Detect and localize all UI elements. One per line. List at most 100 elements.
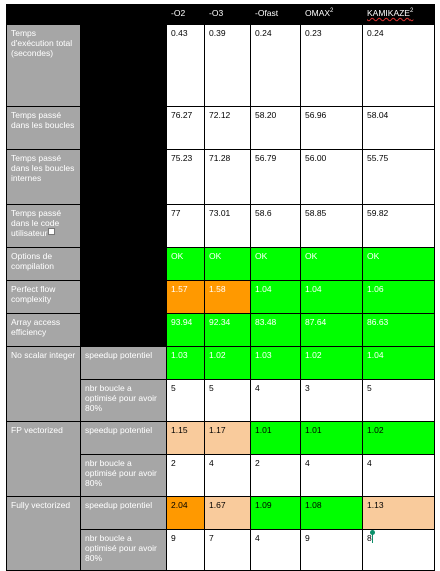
table-cell[interactable]: 76.27 (166, 106, 205, 150)
comment-marker-icon[interactable] (48, 228, 56, 235)
group-label-no-scalar-integer[interactable]: No scalar integer (6, 346, 81, 422)
table-cell[interactable]: 58.04 (362, 106, 435, 150)
sub-label-speedup[interactable]: speedup potentiel (80, 421, 167, 455)
row-label-flow-complexity[interactable]: Perfect flow complexity (6, 280, 81, 314)
table-cell[interactable]: 1.04 (362, 346, 435, 380)
table-cell[interactable]: 1.01 (250, 421, 301, 455)
table-cell[interactable]: 58.20 (250, 106, 301, 150)
row-compile-options: Options de compilation OK OK OK OK OK (6, 247, 435, 281)
table-cell[interactable]: 8 (362, 529, 435, 571)
table-cell[interactable]: 75.23 (166, 149, 205, 205)
row-label-user-code-time[interactable]: Temps passé dans le code utilisateur (6, 204, 81, 248)
table-cell[interactable]: OK (166, 247, 205, 281)
table-cell[interactable]: 4 (362, 454, 435, 497)
table-cell[interactable]: 1.13 (362, 496, 435, 530)
table-cell[interactable]: 3 (300, 379, 363, 422)
table-cell[interactable]: 1.58 (204, 280, 251, 314)
sub-label-loops[interactable]: nbr boucle a optimisé pour avoir 80% (80, 529, 167, 571)
table-cell[interactable]: OK (204, 247, 251, 281)
table-cell[interactable]: 2.04 (166, 496, 205, 530)
table-cell[interactable]: 4 (250, 379, 301, 422)
table-cell[interactable]: OK (362, 247, 435, 281)
table-cell[interactable]: 2 (250, 454, 301, 497)
row-fp-vectorized-loops: nbr boucle a optimisé pour avoir 80% 2 4… (7, 454, 435, 497)
table-cell[interactable]: 1.02 (362, 421, 435, 455)
table-cell[interactable]: 58.85 (300, 204, 363, 248)
col-header-kamikaze[interactable]: KAMIKAZE2 (362, 4, 435, 25)
table-cell[interactable]: OK (300, 247, 363, 281)
table-cell[interactable]: 1.04 (250, 280, 301, 314)
row-label-array-efficiency[interactable]: Array access efficiency (6, 313, 81, 347)
sub-label-speedup[interactable]: speedup potentiel (80, 346, 167, 380)
sub-label-loops[interactable]: nbr boucle a optimisé pour avoir 80% (80, 379, 167, 422)
table-cell[interactable]: 1.09 (250, 496, 301, 530)
table-cell[interactable]: 55.75 (362, 149, 435, 205)
table-cell-value: 8 (367, 533, 372, 543)
table-cell[interactable]: 5 (204, 379, 251, 422)
table-cell[interactable]: 56.96 (300, 106, 363, 150)
table-cell[interactable]: 1.02 (300, 346, 363, 380)
table-cell[interactable]: 72.12 (204, 106, 251, 150)
table-cell[interactable]: 1.15 (166, 421, 205, 455)
row-fully-vectorized-speedup: Fully vectorized speedup potentiel 2.04 … (6, 496, 435, 571)
table-cell[interactable]: 58.6 (250, 204, 301, 248)
results-table: -O2 -O3 -Ofast OMAX2 KAMIKAZE2 Temps d'e… (6, 4, 435, 571)
table-cell[interactable]: 2 (166, 454, 205, 497)
col-header-ofast[interactable]: -Ofast (250, 4, 301, 25)
table-cell[interactable]: 0.24 (250, 24, 301, 107)
table-cell[interactable]: 0.43 (166, 24, 205, 107)
col-header-omax-sup: 2 (330, 8, 334, 15)
table-cell[interactable]: 1.04 (300, 280, 363, 314)
table-cell[interactable]: 1.17 (204, 421, 251, 455)
table-cell[interactable]: 93.94 (166, 313, 205, 347)
row-array-efficiency: Array access efficiency 93.94 92.34 83.4… (6, 313, 435, 347)
col-header-o3[interactable]: -O3 (204, 4, 251, 25)
sub-label-speedup[interactable]: speedup potentiel (80, 496, 167, 530)
row-flow-complexity: Perfect flow complexity 1.57 1.58 1.04 1… (6, 280, 435, 314)
col-header-kamikaze-sup: 2 (409, 8, 414, 15)
table-cell[interactable]: 7 (204, 529, 251, 571)
table-cell[interactable]: 0.23 (300, 24, 363, 107)
table-cell[interactable]: 1.01 (300, 421, 363, 455)
table-cell[interactable]: 1.02 (204, 346, 251, 380)
table-cell[interactable]: 1.06 (362, 280, 435, 314)
table-cell[interactable]: 4 (250, 529, 301, 571)
table-cell[interactable]: 9 (166, 529, 205, 571)
table-cell[interactable]: 5 (362, 379, 435, 422)
header-corner (6, 4, 167, 25)
row-label-inner-loop-time[interactable]: Temps passé dans les boucles internes (6, 149, 81, 205)
table-cell[interactable]: 73.01 (204, 204, 251, 248)
table-cell[interactable]: 4 (204, 454, 251, 497)
table-cell[interactable]: 71.28 (204, 149, 251, 205)
table-cell[interactable]: 87.64 (300, 313, 363, 347)
row-label-compile-options[interactable]: Options de compilation (6, 247, 81, 281)
header-row: -O2 -O3 -Ofast OMAX2 KAMIKAZE2 (6, 4, 435, 25)
col-header-omax[interactable]: OMAX2 (300, 4, 363, 25)
table-cell[interactable]: 56.79 (250, 149, 301, 205)
table-cell[interactable]: 5 (166, 379, 205, 422)
table-cell[interactable]: 59.82 (362, 204, 435, 248)
black-spacer-block (80, 24, 167, 347)
row-no-scalar-loops: nbr boucle a optimisé pour avoir 80% 5 5… (7, 379, 435, 422)
table-cell[interactable]: 1.03 (166, 346, 205, 380)
table-cell[interactable]: 86.63 (362, 313, 435, 347)
table-cell[interactable]: 1.57 (166, 280, 205, 314)
table-cell[interactable]: 9 (300, 529, 363, 571)
col-header-o2[interactable]: -O2 (166, 4, 205, 25)
table-cell[interactable]: 56.00 (300, 149, 363, 205)
group-label-fully-vectorized[interactable]: Fully vectorized (6, 496, 81, 571)
table-cell[interactable]: 77 (166, 204, 205, 248)
table-cell[interactable]: 1.03 (250, 346, 301, 380)
table-cell[interactable]: 0.39 (204, 24, 251, 107)
sub-label-loops[interactable]: nbr boucle a optimisé pour avoir 80% (80, 454, 167, 497)
row-label-execution-time[interactable]: Temps d'exécution total (secondes) (6, 24, 81, 107)
table-cell[interactable]: 1.08 (300, 496, 363, 530)
table-cell[interactable]: 4 (300, 454, 363, 497)
table-cell[interactable]: OK (250, 247, 301, 281)
group-label-fp-vectorized[interactable]: FP vectorized (6, 421, 81, 497)
row-label-loop-time[interactable]: Temps passé dans les boucles (6, 106, 81, 150)
table-cell[interactable]: 92.34 (204, 313, 251, 347)
table-cell[interactable]: 0.24 (362, 24, 435, 107)
table-cell[interactable]: 83.48 (250, 313, 301, 347)
table-cell[interactable]: 1.67 (204, 496, 251, 530)
